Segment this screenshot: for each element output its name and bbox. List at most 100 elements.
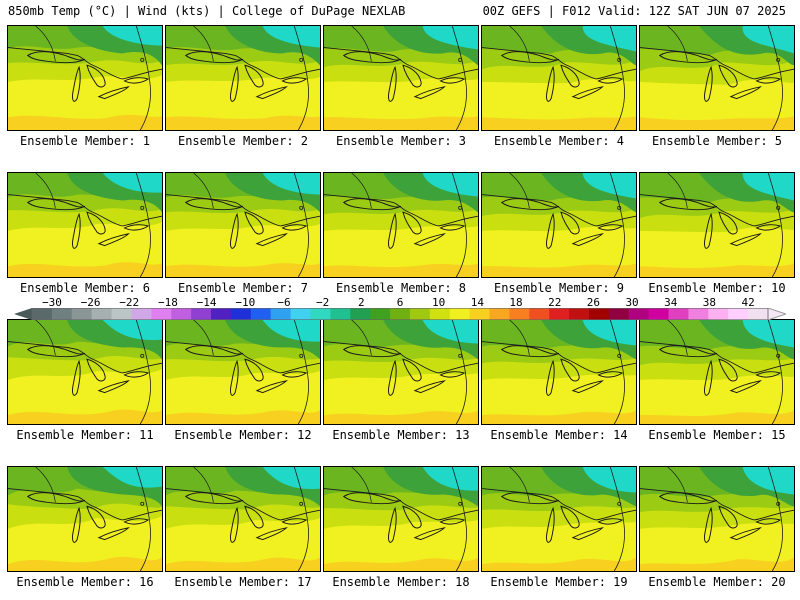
temperature-map	[482, 26, 636, 130]
colorbar-swatch	[688, 308, 709, 320]
colorbar-tick-label: −26	[80, 296, 101, 309]
colorbar-swatch	[588, 308, 610, 320]
temperature-map	[640, 173, 794, 277]
temperature-map	[8, 467, 162, 571]
colorbar-swatch	[390, 308, 411, 320]
colorbar-swatch	[469, 308, 491, 320]
valid-time: 00Z GEFS | F012 Valid: 12Z SAT JUN 07 20…	[482, 4, 786, 18]
ensemble-member-map	[481, 25, 637, 131]
colorbar-swatch	[111, 308, 132, 320]
ensemble-member-map	[165, 25, 321, 131]
colorbar-swatch	[370, 308, 391, 320]
ensemble-member-map	[7, 172, 163, 278]
ensemble-member-label: Ensemble Member: 11	[16, 428, 154, 442]
ensemble-member-map	[7, 466, 163, 572]
ensemble-member-label: Ensemble Member: 17	[174, 575, 312, 589]
temperature-map	[482, 320, 636, 424]
colorbar-swatch	[549, 308, 570, 320]
colorbar-tick-label: 18	[509, 296, 523, 309]
ensemble-member-map	[165, 172, 321, 278]
temperature-map	[166, 173, 320, 277]
ensemble-member-map	[481, 172, 637, 278]
ensemble-member-map	[639, 466, 795, 572]
temperature-map	[166, 320, 320, 424]
colorbar-tick-label: 38	[702, 296, 717, 309]
ensemble-member-label: Ensemble Member: 5	[651, 134, 783, 148]
colorbar-swatch	[290, 308, 311, 320]
colorbar-swatch	[628, 308, 650, 320]
colorbar-swatch	[171, 308, 192, 320]
temperature-map	[324, 320, 478, 424]
colorbar-tick-label: 2	[358, 296, 365, 309]
ensemble-member-map	[481, 466, 637, 572]
colorbar-swatch	[32, 308, 53, 320]
colorbar-swatch	[489, 308, 510, 320]
ensemble-member-label: Ensemble Member: 1	[19, 134, 151, 148]
colorbar-tick-label: −22	[119, 296, 140, 309]
colorbar-max-arrow	[767, 308, 786, 320]
temperature-map	[640, 320, 794, 424]
colorbar-swatch	[211, 308, 232, 320]
ensemble-member-map	[639, 25, 795, 131]
colorbar-min-arrow	[14, 308, 32, 320]
temperature-map	[640, 467, 794, 571]
colorbar-tick-label: 10	[432, 296, 446, 309]
colorbar-swatch	[131, 308, 152, 320]
colorbar-tick-label: −10	[235, 296, 256, 309]
colorbar-swatch	[708, 308, 729, 320]
colorbar-tick-label: −18	[157, 296, 178, 309]
ensemble-member-label: Ensemble Member: 9	[493, 281, 625, 295]
ensemble-member-label: Ensemble Member: 13	[332, 428, 470, 442]
colorbar-tick-label: 30	[625, 296, 639, 309]
colorbar-tick-label: 42	[741, 296, 755, 309]
temperature-map	[324, 467, 478, 571]
colorbar-swatch	[668, 308, 689, 320]
ensemble-member-map	[639, 319, 795, 425]
ensemble-member-label: Ensemble Member: 19	[490, 575, 628, 589]
colorbar-tick-label: 6	[396, 296, 404, 309]
temperature-map	[482, 173, 636, 277]
colorbar-tick-label: −14	[196, 296, 217, 309]
ensemble-member-label: Ensemble Member: 15	[648, 428, 786, 442]
ensemble-member-label: Ensemble Member: 18	[332, 575, 470, 589]
ensemble-member-map	[323, 466, 479, 572]
colorbar-swatch	[151, 308, 172, 320]
ensemble-member-label: Ensemble Member: 3	[335, 134, 467, 148]
colorbar-swatch	[728, 308, 749, 320]
colorbar-swatch	[509, 308, 530, 320]
ensemble-member-map	[165, 466, 321, 572]
colorbar-swatch	[429, 308, 451, 320]
temperature-map	[482, 467, 636, 571]
ensemble-member-map	[323, 172, 479, 278]
ensemble-member-label: Ensemble Member: 12	[174, 428, 312, 442]
temperature-map	[324, 173, 478, 277]
colorbar-swatch	[409, 308, 431, 320]
colorbar-swatch	[191, 308, 212, 320]
temperature-map	[166, 26, 320, 130]
colorbar-tick-label: 26	[586, 296, 601, 309]
temperature-colorbar	[14, 308, 786, 320]
ensemble-member-label: Ensemble Member: 7	[177, 281, 309, 295]
colorbar-swatch	[330, 308, 351, 320]
temperature-map	[8, 26, 162, 130]
ensemble-member-label: Ensemble Member: 6	[19, 281, 151, 295]
temperature-map	[8, 320, 162, 424]
colorbar-swatch	[270, 308, 292, 320]
ensemble-member-map	[7, 25, 163, 131]
temperature-map	[324, 26, 478, 130]
colorbar-swatch	[350, 308, 371, 320]
colorbar-tick-label: −6	[277, 296, 291, 309]
temperature-map	[166, 467, 320, 571]
colorbar-swatch	[51, 308, 73, 320]
ensemble-member-label: Ensemble Member: 20	[648, 575, 786, 589]
ensemble-member-label: Ensemble Member: 4	[493, 134, 625, 148]
colorbar-tick-label: −2	[316, 296, 330, 309]
colorbar-tick-label: −30	[41, 296, 62, 309]
ensemble-member-label: Ensemble Member: 10	[648, 281, 786, 295]
ensemble-member-map	[7, 319, 163, 425]
ensemble-member-map	[323, 25, 479, 131]
colorbar-swatch	[91, 308, 113, 320]
colorbar-tick-label: 22	[548, 296, 562, 309]
map-title: 850mb Temp (°C) | Wind (kts) | College o…	[8, 4, 406, 18]
colorbar-swatch	[748, 308, 769, 320]
